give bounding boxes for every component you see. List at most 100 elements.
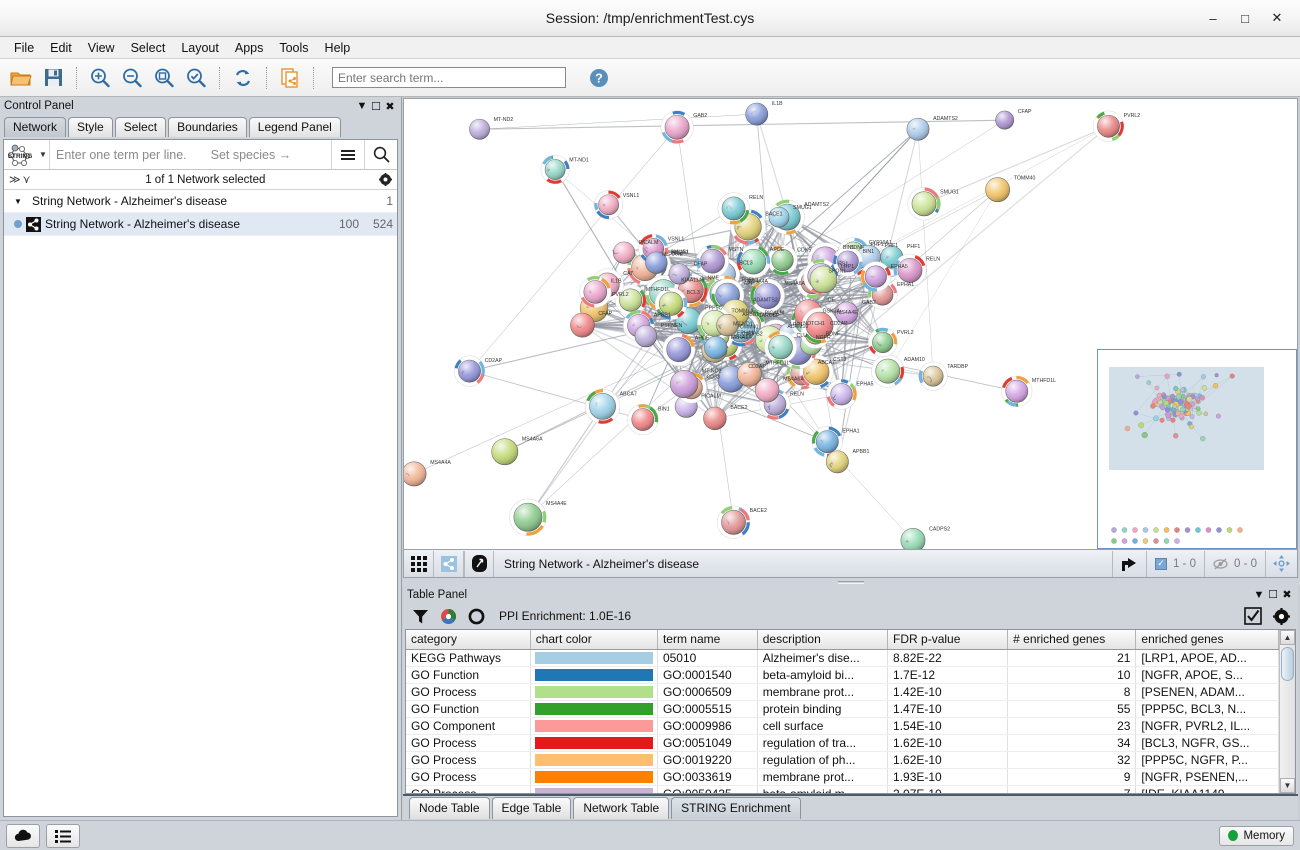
network-tree-item[interactable]: String Network - Alzheimer's disease 100… xyxy=(4,213,397,236)
scroll-up-arrow-icon[interactable]: ▲ xyxy=(1280,630,1295,646)
network-node[interactable] xyxy=(893,253,927,287)
collapse-all-icon[interactable]: ≫ xyxy=(9,174,21,186)
tab-legend-panel[interactable]: Legend Panel xyxy=(248,117,341,137)
network-node[interactable] xyxy=(750,278,785,314)
network-node[interactable] xyxy=(1001,375,1033,407)
network-node[interactable] xyxy=(469,118,490,140)
network-node[interactable] xyxy=(704,336,728,360)
network-node[interactable] xyxy=(579,275,612,308)
network-node[interactable] xyxy=(906,117,930,141)
network-node[interactable] xyxy=(703,406,727,431)
chart-color-icon[interactable] xyxy=(437,605,459,627)
tab-select[interactable]: Select xyxy=(114,117,167,137)
network-node[interactable] xyxy=(716,505,751,539)
expand-all-icon[interactable]: ⋎ xyxy=(22,174,31,186)
refresh-icon[interactable] xyxy=(228,63,258,93)
network-node[interactable] xyxy=(860,261,892,292)
table-row[interactable]: GO Process GO:0006509 membrane prot... 1.42… xyxy=(406,683,1279,701)
menu-tools[interactable]: Tools xyxy=(279,40,309,55)
zoom-in-icon[interactable] xyxy=(85,63,115,93)
select-all-checkbox-icon[interactable] xyxy=(1242,605,1264,627)
network-graph[interactable]: MT-ND2MT-ND1VSNL1ADAMTS2SMUG1TOMM40PVRL2… xyxy=(404,99,1297,550)
tab-style[interactable]: Style xyxy=(68,117,113,137)
network-node[interactable] xyxy=(736,361,762,387)
tab-edge-table[interactable]: Edge Table xyxy=(491,797,572,819)
search-input[interactable] xyxy=(332,67,566,88)
zoom-fit-icon[interactable] xyxy=(149,63,179,93)
grid-layout-icon[interactable] xyxy=(404,550,434,577)
pan-tool-icon[interactable] xyxy=(1265,550,1297,577)
network-node[interactable] xyxy=(754,377,780,403)
chevron-down-icon[interactable]: ▼ xyxy=(14,196,22,206)
string-query-input[interactable]: Enter one term per line. Set species → xyxy=(50,140,331,169)
tab-node-table[interactable]: Node Table xyxy=(409,797,490,819)
menu-help[interactable]: Help xyxy=(324,40,351,55)
table-row[interactable]: GO Component GO:0009986 cell surface 1.54E-… xyxy=(406,717,1279,735)
network-node[interactable] xyxy=(835,301,859,325)
chevron-down-icon[interactable]: ▼ xyxy=(1253,588,1265,601)
column-header-chart-color[interactable]: chart color xyxy=(530,630,658,650)
network-node[interactable] xyxy=(985,177,1011,203)
network-node[interactable] xyxy=(540,154,570,185)
help-icon[interactable]: ? xyxy=(584,63,614,93)
table-row[interactable]: KEGG Pathways 05010 Alzheimer's dise... 8.8… xyxy=(406,649,1279,667)
network-node[interactable] xyxy=(584,388,621,424)
network-node[interactable] xyxy=(654,287,688,320)
tab-string-enrichment[interactable]: STRING Enrichment xyxy=(671,797,801,819)
minimize-button[interactable]: – xyxy=(1209,10,1217,26)
network-node[interactable] xyxy=(900,528,926,550)
panel-splitter[interactable] xyxy=(402,578,1300,586)
network-node[interactable] xyxy=(918,361,948,391)
network-node[interactable] xyxy=(825,450,849,474)
network-node[interactable] xyxy=(867,327,898,358)
memory-status-indicator[interactable]: Memory xyxy=(1219,825,1294,846)
network-node[interactable] xyxy=(614,284,647,316)
network-node[interactable] xyxy=(799,354,834,390)
export-network-icon[interactable] xyxy=(275,63,305,93)
network-node[interactable] xyxy=(670,369,699,399)
menu-view[interactable]: View xyxy=(87,40,115,55)
column-header-term-name[interactable]: term name xyxy=(657,630,758,650)
set-species-link[interactable]: Set species → xyxy=(210,147,292,162)
chevron-down-icon[interactable]: ▼ xyxy=(39,150,47,159)
table-settings-gear-icon[interactable] xyxy=(1270,605,1292,627)
filter-icon[interactable] xyxy=(409,605,431,627)
enrichment-table-scroll[interactable]: category chart color term name descripti… xyxy=(406,630,1279,793)
network-tree-group-row[interactable]: ▼ String Network - Alzheimer's disease 1 xyxy=(4,190,397,213)
network-node[interactable] xyxy=(809,265,838,294)
scrollbar-thumb[interactable] xyxy=(1281,647,1294,682)
network-node[interactable] xyxy=(634,324,658,348)
network-node[interactable] xyxy=(832,246,863,277)
save-session-icon[interactable] xyxy=(38,63,68,93)
network-view-canvas[interactable]: MT-ND2 MT-ND1 VSNL1 ADAMTS2 SMUG1 TOMM40 PVRL2… xyxy=(403,98,1298,550)
network-node[interactable] xyxy=(662,333,696,367)
network-node[interactable] xyxy=(995,110,1015,130)
network-node[interactable] xyxy=(696,244,730,278)
network-node[interactable] xyxy=(594,190,624,220)
chevron-down-icon[interactable]: ▼ xyxy=(356,100,368,112)
float-panel-icon[interactable]: ☐ xyxy=(1268,589,1278,601)
string-search-icon[interactable] xyxy=(364,140,397,169)
table-vertical-scrollbar[interactable]: ▲ ▼ xyxy=(1279,630,1295,793)
network-node[interactable] xyxy=(907,187,941,221)
column-header-description[interactable]: description xyxy=(757,630,889,650)
close-button[interactable]: ✕ xyxy=(1271,10,1283,25)
network-node[interactable] xyxy=(716,313,739,337)
scroll-down-arrow-icon[interactable]: ▼ xyxy=(1280,778,1295,793)
close-panel-icon[interactable]: ✖ xyxy=(385,100,395,113)
menu-edit[interactable]: Edit xyxy=(50,40,72,55)
network-node[interactable] xyxy=(764,330,797,364)
table-row[interactable]: GO Process GO:0019220 regulation of ph... 1… xyxy=(406,751,1279,769)
task-list-icon[interactable] xyxy=(46,823,80,848)
network-node[interactable] xyxy=(570,312,595,338)
network-node[interactable] xyxy=(612,241,636,264)
string-options-icon[interactable] xyxy=(331,140,364,169)
string-logo-icon[interactable]: STRING ▼ xyxy=(4,140,50,169)
menu-apps[interactable]: Apps xyxy=(234,40,264,55)
network-node[interactable] xyxy=(736,244,771,279)
network-node[interactable] xyxy=(627,403,659,436)
network-node[interactable] xyxy=(404,461,427,487)
zoom-selected-icon[interactable] xyxy=(181,63,211,93)
table-row[interactable]: GO Function GO:0005515 protein binding 1.47… xyxy=(406,700,1279,718)
column-header-fdr-pvalue[interactable]: FDR p-value xyxy=(887,630,1009,650)
